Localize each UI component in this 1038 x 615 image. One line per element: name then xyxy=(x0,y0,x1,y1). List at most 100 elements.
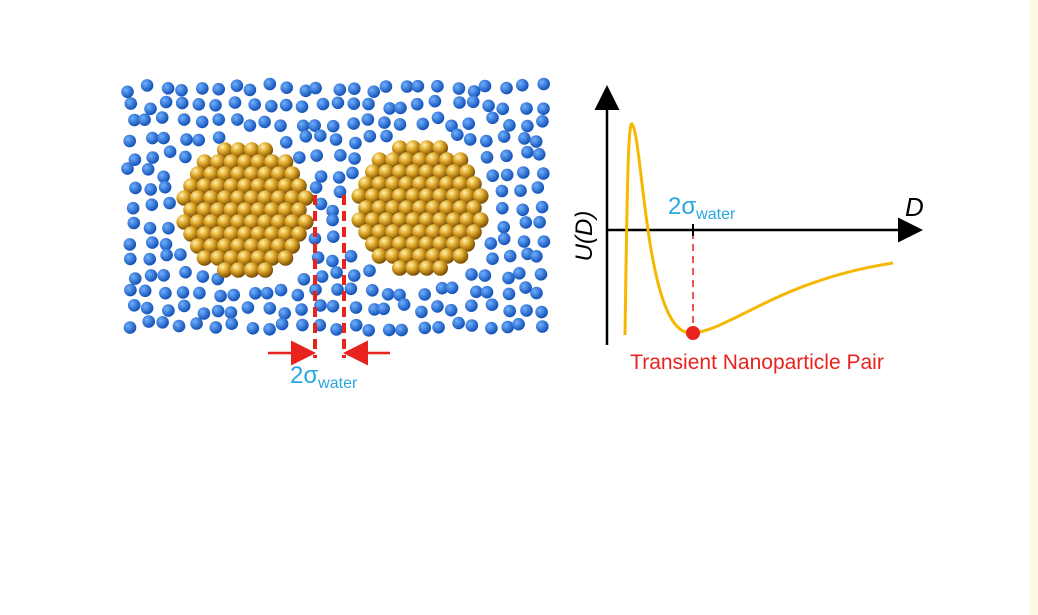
water-molecule xyxy=(248,98,261,111)
gold-atom xyxy=(452,248,469,264)
gold-atom xyxy=(257,142,274,158)
gold-atom xyxy=(432,212,449,228)
gold-atom xyxy=(398,152,415,168)
water-molecule xyxy=(533,215,546,229)
gold-atom xyxy=(459,188,476,204)
gold-atom xyxy=(452,152,469,168)
water-molecule xyxy=(293,151,306,164)
gold-atom xyxy=(183,202,199,218)
water-molecule xyxy=(243,119,257,132)
gold-atom xyxy=(371,152,388,168)
gold-atom xyxy=(371,224,388,240)
gold-atom xyxy=(250,250,267,266)
gold-atom xyxy=(439,152,455,168)
water-molecule xyxy=(377,302,391,316)
water-molecule xyxy=(124,97,138,110)
water-molecule xyxy=(502,271,515,285)
water-molecule xyxy=(519,216,533,229)
gold-atom xyxy=(189,190,206,206)
gold-atom xyxy=(425,152,442,168)
water-molecule xyxy=(381,288,395,301)
water-molecule xyxy=(362,97,375,111)
water-molecule xyxy=(418,288,432,301)
water-molecule xyxy=(314,170,328,183)
gold-atom xyxy=(223,226,240,242)
water-molecule xyxy=(314,299,327,312)
gold-atom xyxy=(237,226,253,242)
water-molecule xyxy=(465,299,478,313)
water-molecule xyxy=(299,130,313,143)
gold-atom xyxy=(371,176,388,192)
water-molecule xyxy=(326,254,339,268)
water-molecule xyxy=(177,113,191,126)
water-molecule xyxy=(383,102,397,115)
water-molecule xyxy=(123,321,137,334)
gold-atom xyxy=(291,178,307,194)
gold-atom xyxy=(391,188,408,204)
water-molecule xyxy=(349,136,362,150)
water-molecule xyxy=(274,283,288,297)
gap-subscript: water xyxy=(695,206,736,223)
water-molecule xyxy=(530,249,543,263)
water-molecule xyxy=(179,150,192,164)
water-molecule xyxy=(445,119,458,133)
gold-atom xyxy=(432,260,449,276)
water-molecule xyxy=(158,180,172,194)
gold-atom xyxy=(405,260,422,276)
water-molecule xyxy=(415,305,428,319)
water-molecule xyxy=(330,323,343,336)
water-molecule xyxy=(516,78,529,92)
water-molecule xyxy=(521,145,534,159)
gold-atom xyxy=(277,154,294,170)
water-molecule xyxy=(485,321,498,335)
gold-atom xyxy=(405,140,422,156)
gold-atom xyxy=(250,226,267,242)
water-molecule xyxy=(520,304,533,317)
water-molecule xyxy=(478,269,492,282)
water-molecule xyxy=(309,181,323,194)
water-molecule xyxy=(501,320,514,334)
water-molecule xyxy=(160,248,173,262)
gold-atom xyxy=(391,236,408,252)
water-molecule xyxy=(395,323,408,337)
gold-atom xyxy=(425,224,442,240)
gold-atom xyxy=(196,226,213,242)
water-molecule xyxy=(411,79,425,93)
water-molecule xyxy=(331,96,345,110)
plot: D U(D) 2σwater Transient Nanoparticle Pa… xyxy=(571,85,924,374)
gold-atom xyxy=(385,248,401,264)
water-molecule xyxy=(316,97,330,111)
water-molecule xyxy=(326,119,340,133)
gap-markers xyxy=(268,195,390,366)
gold-atom xyxy=(418,236,435,252)
water-molecule xyxy=(129,181,142,195)
water-molecule xyxy=(162,304,175,317)
gold-atom xyxy=(412,248,428,264)
water-molecule xyxy=(128,272,142,285)
water-molecule xyxy=(309,283,322,297)
gold-atom xyxy=(237,154,253,170)
gold-atom xyxy=(378,212,395,228)
gold-atom xyxy=(243,190,260,206)
water-molecule xyxy=(279,98,293,112)
water-molecule xyxy=(467,85,481,98)
gold-atom xyxy=(250,202,267,218)
gold-atom xyxy=(412,176,428,192)
water-molecule xyxy=(497,130,511,143)
water-molecule xyxy=(224,306,238,319)
gold-atom xyxy=(277,202,294,218)
water-molecule xyxy=(380,129,393,143)
water-molecule xyxy=(362,324,376,337)
gold-atom xyxy=(439,224,455,240)
water-molecule xyxy=(431,79,444,93)
gold-atom xyxy=(196,202,213,218)
gold-atom xyxy=(445,236,462,252)
gold-atom xyxy=(264,154,280,170)
gold-atom xyxy=(405,164,422,180)
water-molecule xyxy=(363,129,377,143)
gold-atom xyxy=(405,188,422,204)
water-molecule xyxy=(462,117,476,130)
water-molecule xyxy=(127,299,141,312)
water-molecule xyxy=(512,317,525,331)
water-molecule xyxy=(332,171,346,184)
